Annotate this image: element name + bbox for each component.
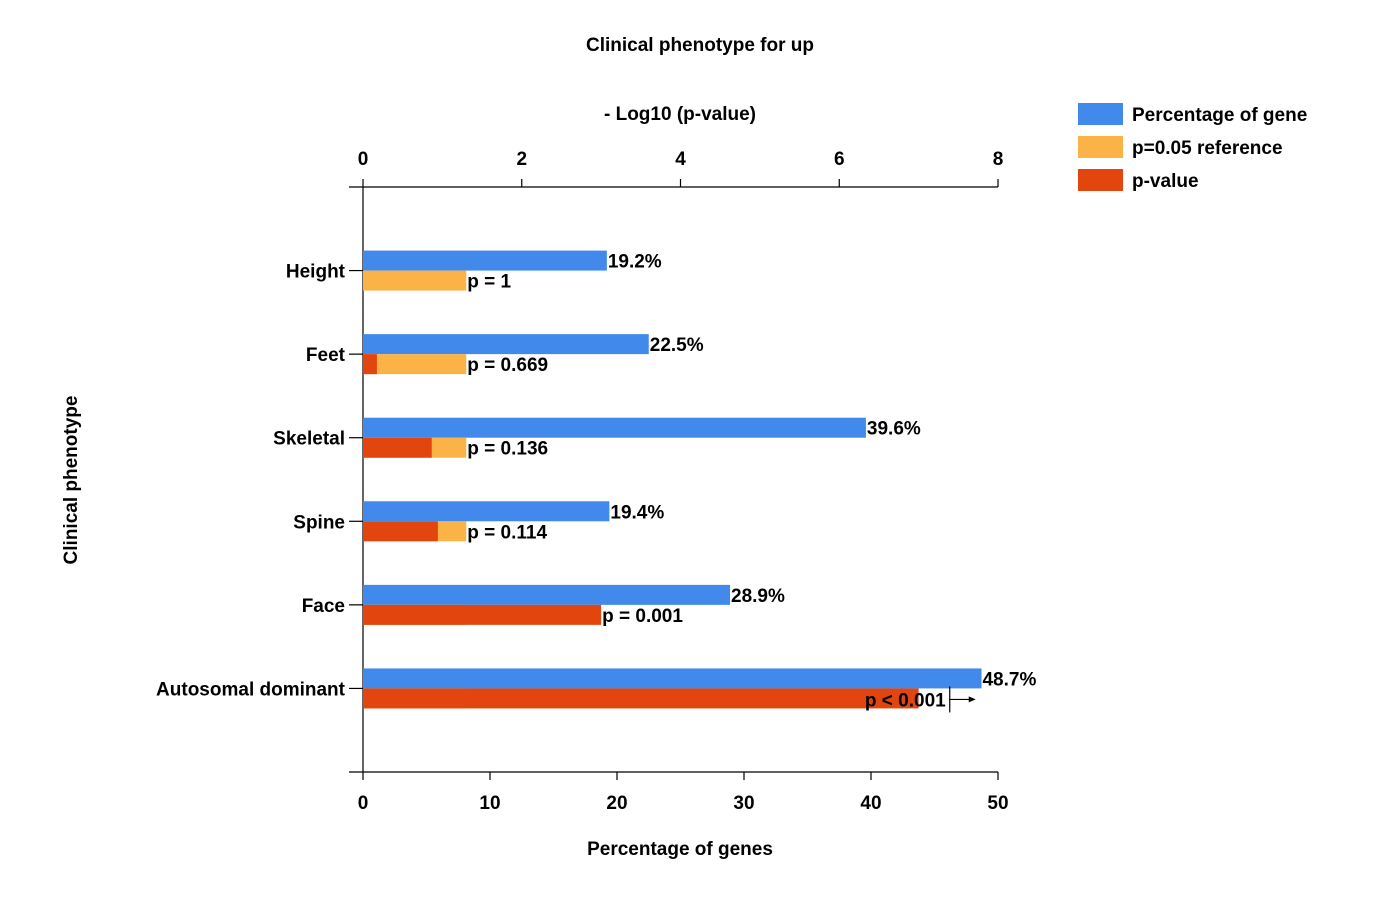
- legend-swatch: [1078, 103, 1123, 125]
- percentage-bar: [363, 501, 610, 522]
- p-value-bar: [363, 354, 377, 375]
- top-tick-label: 0: [358, 149, 369, 170]
- top-tick-label: 4: [675, 149, 686, 170]
- p-value-label: p = 0.136: [467, 439, 548, 460]
- top-axis-title: - Log10 (p-value): [604, 104, 756, 125]
- p-value-bar: [363, 604, 602, 625]
- percentage-bar: [363, 417, 866, 438]
- bottom-tick-label: 30: [733, 793, 754, 814]
- category-label: Feet: [306, 345, 346, 366]
- data-labels: 19.2% p = 1 22.5% p = 0.669 39.6% p = 0.136 19…: [467, 252, 1036, 712]
- category-label: Face: [302, 596, 345, 617]
- percentage-bar: [363, 584, 731, 605]
- percentage-label: 28.9%: [731, 586, 785, 607]
- percentage-label: 48.7%: [982, 669, 1036, 690]
- category-label: Height: [286, 262, 346, 283]
- percentage-bar: [363, 334, 649, 355]
- axes: 0 10 20 30 40 50 0 2 4 6 8 Height Feet Skeletal Spine F…: [156, 149, 1009, 814]
- category-label: Autosomal dominant: [156, 679, 346, 700]
- top-tick-label: 6: [834, 149, 845, 170]
- p-value-bar: [363, 521, 438, 542]
- percentage-label: 39.6%: [867, 419, 921, 440]
- p-value-label: p = 0.669: [467, 355, 548, 376]
- p-value-label: p < 0.001: [865, 690, 946, 711]
- y-axis-title: Clinical phenotype: [61, 396, 82, 565]
- p-value-bar: [363, 688, 919, 709]
- p-value-label: p = 0.001: [602, 606, 683, 627]
- percentage-label: 19.4%: [610, 502, 664, 523]
- category-label: Spine: [293, 512, 345, 533]
- legend-label: p-value: [1132, 171, 1199, 192]
- legend-swatch: [1078, 169, 1123, 191]
- legend-label: p=0.05 reference: [1132, 138, 1283, 159]
- percentage-bar: [363, 668, 982, 689]
- bottom-tick-label: 0: [358, 793, 369, 814]
- bottom-tick-label: 40: [860, 793, 881, 814]
- percentage-label: 19.2%: [608, 252, 662, 273]
- bottom-tick-label: 50: [987, 793, 1008, 814]
- bottom-axis-title: Percentage of genes: [587, 839, 773, 860]
- legend: Percentage of gene p=0.05 reference p-valu…: [1078, 103, 1307, 192]
- bottom-tick-label: 10: [479, 793, 500, 814]
- percentage-bar: [363, 250, 607, 271]
- p-value-label: p = 1: [467, 272, 511, 293]
- reference-bar: [363, 354, 467, 375]
- legend-label: Percentage of gene: [1132, 105, 1307, 126]
- bar-break-arrowhead: [968, 696, 976, 703]
- chart-title: Clinical phenotype for up: [586, 35, 814, 56]
- bottom-tick-label: 20: [606, 793, 627, 814]
- reference-bar: [363, 270, 467, 291]
- bars: [363, 250, 982, 713]
- legend-swatch: [1078, 136, 1123, 158]
- p-value-bar: [363, 437, 432, 458]
- p-value-label: p = 0.114: [467, 522, 547, 543]
- category-label: Skeletal: [273, 429, 345, 450]
- top-tick-label: 8: [993, 149, 1004, 170]
- top-tick-label: 2: [516, 149, 527, 170]
- percentage-label: 22.5%: [650, 335, 704, 356]
